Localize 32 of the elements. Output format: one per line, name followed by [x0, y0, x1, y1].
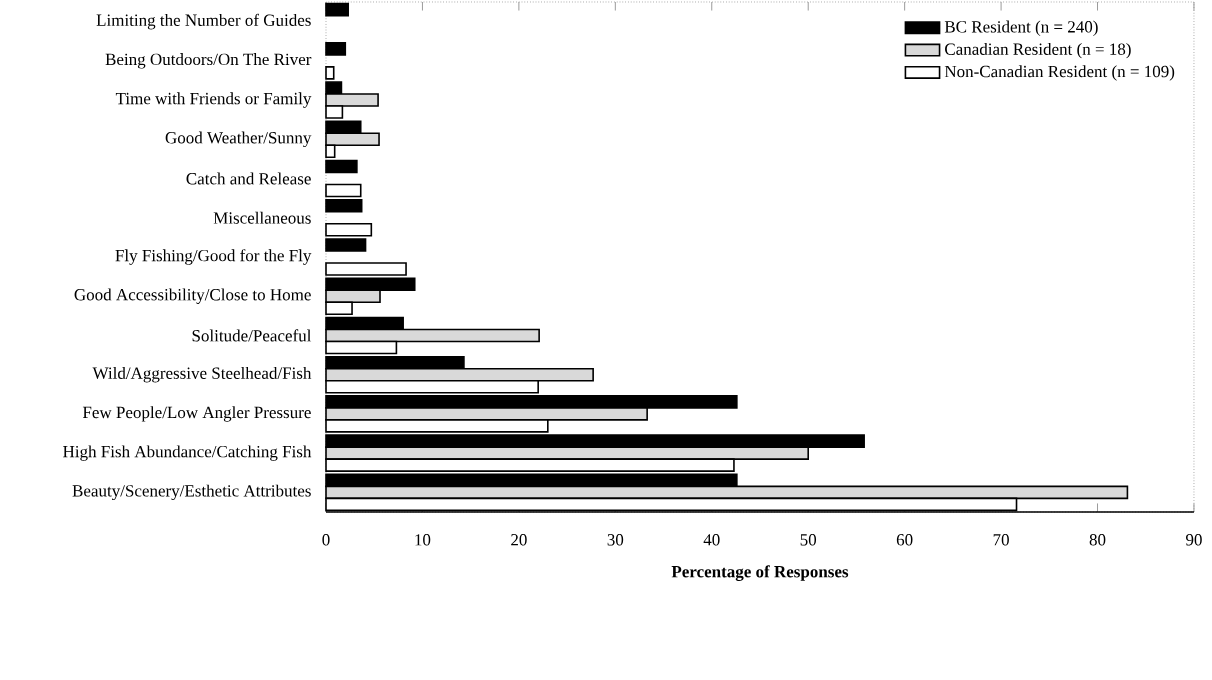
y-tick-label: Limiting the Number of Guides: [96, 13, 311, 30]
bar: [325, 42, 347, 56]
bar: [325, 198, 363, 213]
x-tick-label: 20: [511, 534, 527, 546]
y-tick-label: Wild/Aggressive Steelhead/Fish: [92, 366, 312, 383]
y-tick-label: Miscellaneous: [213, 211, 311, 224]
legend-label: Non-Canadian Resident (n = 109): [944, 65, 1175, 81]
y-tick-label: Time with Friends or Family: [115, 92, 312, 108]
legend-label: BC Resident (n = 240): [944, 20, 1098, 36]
x-tick-label: 40: [703, 534, 720, 546]
x-tick-label: 50: [800, 534, 817, 546]
y-tick-label: Catch and Release: [186, 172, 311, 185]
x-tick-label: 0: [322, 534, 330, 546]
y-tick-label: Beauty/Scenery/Esthetic Attributes: [72, 484, 311, 501]
x-tick-label: 90: [1186, 534, 1202, 546]
bar: [325, 159, 358, 174]
bar: [325, 183, 362, 198]
y-tick-label: Solitude/Peaceful: [192, 329, 312, 342]
legend-label: Canadian Resident (n = 18): [945, 42, 1131, 59]
x-tick-label: 70: [993, 534, 1009, 546]
y-tick-label: High Fish Abundance/Catching Fish: [63, 445, 312, 461]
y-tick-label: Fly Fishing/Good for the Fly: [115, 249, 312, 265]
x-tick-label: 80: [1089, 534, 1106, 546]
y-tick-label: Few People/Low Angler Pressure: [82, 406, 311, 422]
x-tick-label: 30: [607, 534, 624, 546]
y-tick-label: Being Outdoors/On The River: [105, 53, 312, 69]
y-tick-label: Good Accessibility/Close to Home: [74, 288, 311, 304]
x-tick-label: 10: [415, 534, 431, 546]
y-tick-label: Good Weather/Sunny: [165, 131, 312, 148]
bar: [325, 2, 349, 17]
x-axis-title: Percentage of Responses: [671, 565, 849, 581]
x-tick-label: 60: [896, 534, 913, 546]
